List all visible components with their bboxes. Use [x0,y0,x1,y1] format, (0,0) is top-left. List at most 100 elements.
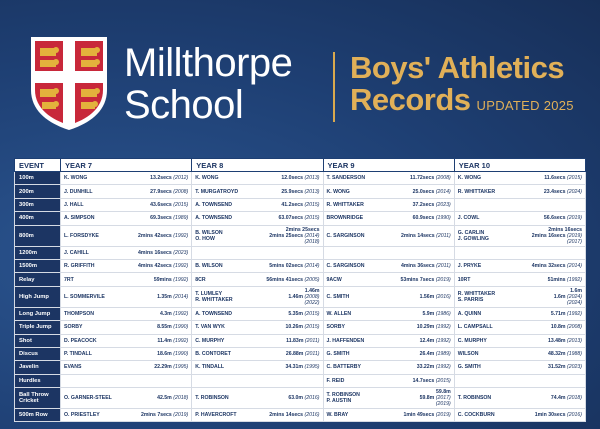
athlete-name: T. ROBINSON [457,395,492,402]
record-result: 5.71m [550,310,566,317]
record-year: (2014) [435,188,451,195]
athlete-name: J. CAHILL [64,249,89,256]
record-year: (1989) [435,351,451,358]
record-year: (2014) [304,263,320,270]
record-cell: G. SMITH 31.52m (2023) [453,360,587,375]
record-cell: EVANS 22.29m (1995) [59,360,193,375]
record-year: (2024) [567,188,582,195]
record-year: (2019) (2017) [567,232,582,245]
athlete-name: J. PRYKE [457,263,482,270]
record-cell: G. CARLIN J. GOWLING 2mins 16secs 2mins 1… [453,224,587,247]
record-cell: J. CAHILL 4mins 16secs (2023) [59,245,193,260]
event-name: 1200m [14,245,61,260]
record-cell: 8CR 56mins 41secs (2005) [191,272,324,287]
record-cell: C. MURPHY 11.83m (2011) [191,333,324,348]
record-result: 4mins 36secs [400,263,435,270]
record-result: 56mins 41secs [266,276,304,283]
athlete-name: B. CONTORET [195,351,231,358]
athlete-name: A. QUINN [457,310,482,317]
athlete-name: 8CR [195,276,206,283]
athlete-name: B. WILSON [195,263,223,270]
record-cell: P. HAVERCROFT 2mins 14secs (2016) [191,408,324,423]
record-year: (2016) [304,412,320,419]
school-name: Millthorpe School [124,42,293,127]
record-cell [453,245,587,260]
record-year: (2018) [567,395,582,402]
athlete-name: R. GRIFFITH [64,263,95,270]
record-cell [191,245,324,260]
event-name: Long Jump [14,306,61,322]
athlete-name: 9ACW [326,276,342,283]
table-row: 500m Row O. PRIESTLEY 2mins 7secs (2019) P.… [14,408,587,423]
record-result: 33.22m [416,364,435,371]
record-result: 41.2secs [281,201,304,208]
record-year: (2016) [435,293,451,300]
record-cell [453,197,587,213]
record-year: (2008) [173,188,189,195]
record-cell: P. TINDALL 18.6m (1990) [59,346,193,362]
record-year: (2011) [304,337,320,344]
record-year: (2015) [567,175,582,182]
record-result: 11.72secs [410,175,435,182]
record-cell: R. WHITTAKER 23.4secs (2024) [453,184,587,199]
record-cell: J. PRYKE 4mins 32secs (2014) [453,258,587,274]
athlete-name: L. CAMPSALL [457,324,493,331]
record-cell: C. SARGINSON 2mins 14secs (2011) [322,224,455,247]
event-name: 800m [14,224,61,247]
table-body: 100m K. WONG 13.2secs (2012) K. WONG 12.0sec… [14,170,587,423]
athlete-name: O. PRIESTLEY [64,412,100,419]
record-year: (2018) [173,395,189,402]
record-year: (2017) (2019) [435,395,451,408]
record-cell: G. SMITH 26.4m (1989) [322,346,455,362]
table-row: 200m J. DUNHILL 27.9secs (2008) T. MURGATRO… [14,184,587,199]
record-result: 2mins 42secs [138,232,172,239]
event-name: 100m [14,170,61,186]
record-year: (1990) [173,324,189,331]
record-cell: T. MURGATROYD 25.9secs (2013) [191,184,324,199]
record-year: (2015) [435,377,451,384]
record-cell: A. QUINN 5.71m (1992) [453,306,587,322]
record-result: 2mins 16secs 2mins 16secs [531,226,582,239]
record-cell: A. TOWNSEND 63.07secs (2015) [191,211,324,226]
record-result: 4mins 32secs [531,263,566,270]
athlete-name: K. WONG [64,175,88,182]
athlete-name: K. WONG [195,175,219,182]
record-cell: J. DUNHILL 27.9secs (2008) [59,184,193,199]
athlete-name: K. WONG [326,188,350,195]
table-row: 1200m J. CAHILL 4mins 16secs (2023) [14,245,587,260]
athlete-name: C. COCKBURN [457,412,495,419]
event-name: Triple Jump [14,320,61,335]
athlete-name: D. PEACOCK [64,337,97,344]
record-year: (2023) [173,249,189,256]
athlete-name: T. VAN WYK [195,324,225,331]
record-result: 12.4m [419,337,435,344]
record-cell: C. SMITH 1.56m (2016) [322,285,455,308]
record-cell: B. CONTORET 26.88m (2011) [191,346,324,362]
record-cell: J. COWL 56.6secs (2019) [453,211,587,226]
record-result: 26.88m [285,351,304,358]
record-result: 13.48m [547,337,566,344]
record-cell: THOMPSON 4.3m (1992) [59,306,193,322]
record-cell: C. SARGINSON 4mins 36secs (2011) [322,258,455,274]
record-result: 5.35m [288,310,304,317]
school-name-line2: School [124,83,244,127]
updated-label: UPDATED 2025 [476,98,574,113]
record-year: (2016) [304,395,320,402]
athlete-name: G. SMITH [326,351,350,358]
athlete-name: K. TINDALL [195,364,225,371]
record-result: 34.31m [285,364,304,371]
record-result: 69.3secs [150,215,172,222]
record-year: (1992) [435,364,451,371]
table-row: Discus P. TINDALL 18.6m (1990) B. CONTORET 2… [14,346,587,362]
record-cell: O. GARNER-STEEL 42.5m (2018) [59,387,193,410]
table-row: Shot D. PEACOCK 11.4m (1992) C. MURPHY 11.83… [14,333,587,348]
record-year: (1990) [435,215,451,222]
record-cell: K. TINDALL 34.31m (1995) [191,360,324,375]
table-row: 800m L. FORSDYKE 2mins 42secs (1992) B. WIL… [14,224,587,247]
record-result: 4mins 42secs [138,263,172,270]
athlete-name: L. FORSDYKE [64,232,99,239]
table-row: 1500m R. GRIFFITH 4mins 42secs (1992) B. WI… [14,258,587,274]
record-year: (2012) [173,175,189,182]
athlete-name: G. SMITH [457,364,481,371]
athlete-name: 10RT [457,276,471,283]
